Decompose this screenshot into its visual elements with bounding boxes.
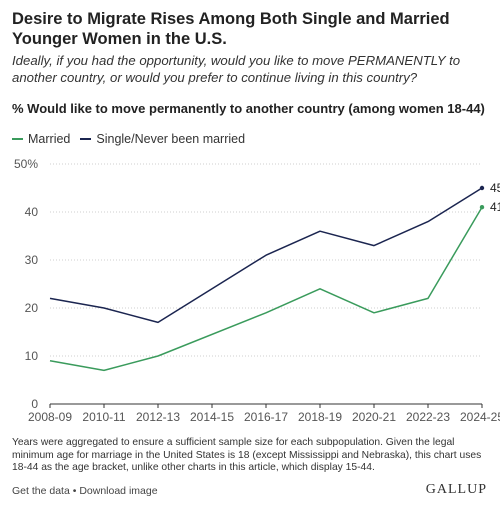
x-tick-label: 2022-23 bbox=[406, 410, 450, 424]
end-value-label: 45 bbox=[490, 181, 500, 195]
legend-swatch-single bbox=[80, 138, 92, 140]
chart-title: Desire to Migrate Rises Among Both Singl… bbox=[12, 10, 450, 48]
y-tick-label: 50% bbox=[14, 157, 38, 171]
y-tick-label: 30 bbox=[25, 253, 39, 267]
legend-item-single: Single/Never been married bbox=[80, 132, 245, 146]
get-data-link[interactable]: Get the data bbox=[12, 485, 70, 497]
y-tick-label: 40 bbox=[25, 205, 39, 219]
legend-item-married: Married bbox=[12, 132, 70, 146]
end-marker bbox=[479, 185, 485, 191]
end-marker bbox=[479, 205, 485, 210]
chart-subtitle: Ideally, if you had the opportunity, wou… bbox=[12, 53, 461, 85]
y-tick-label: 20 bbox=[25, 301, 39, 315]
series-line-married bbox=[49, 206, 483, 372]
x-tick-label: 2018-19 bbox=[298, 410, 342, 424]
x-tick-label: 2010-11 bbox=[82, 410, 125, 424]
end-value-label: 41 bbox=[490, 200, 500, 214]
x-tick-label: 2014-15 bbox=[190, 410, 234, 424]
x-tick-label: 2008-09 bbox=[28, 410, 72, 424]
y-tick-label: 0 bbox=[31, 397, 38, 411]
x-tick-label: 2024-25 bbox=[460, 410, 500, 424]
legend-swatch-married bbox=[12, 138, 23, 140]
footnote: Years were aggregated to ensure a suffic… bbox=[12, 437, 482, 473]
footer-links: Get the data • Download image bbox=[12, 485, 158, 497]
chart-heading: % Would like to move permanently to anot… bbox=[12, 101, 485, 116]
legend-label-single: Single/Never been married bbox=[96, 132, 246, 146]
legend-label-married: Married bbox=[28, 132, 71, 146]
series-line-single-never-been-married bbox=[49, 187, 483, 324]
download-image-link[interactable]: Download image bbox=[79, 485, 158, 497]
x-tick-label: 2012-13 bbox=[136, 410, 180, 424]
y-tick-label: 10 bbox=[25, 349, 39, 363]
line-chart: 0 10 20 30 40 50% 2008-09 2010-11 2012-13 2014-15… bbox=[14, 157, 500, 424]
x-tick-label: 2020-21 bbox=[352, 410, 396, 424]
x-tick-label: 2016-17 bbox=[244, 410, 288, 424]
gallup-logo: GALLUP bbox=[425, 482, 487, 497]
legend: Married Single/Never been married bbox=[12, 131, 255, 147]
footer-separator: • bbox=[72, 485, 77, 497]
